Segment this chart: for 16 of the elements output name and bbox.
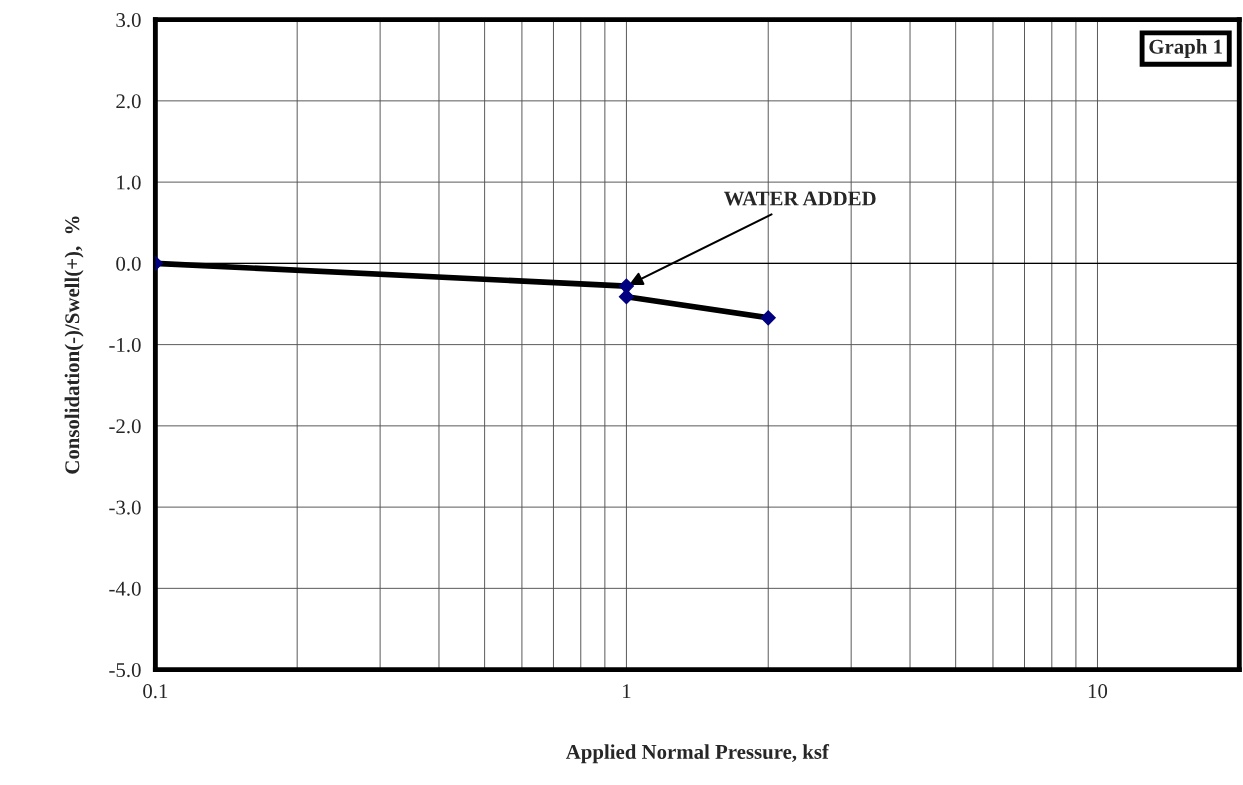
- y-tick-label: 0.0: [116, 256, 141, 271]
- x-tick-label: 10: [1088, 684, 1108, 699]
- y-tick-label: -4.0: [109, 581, 141, 596]
- y-tick-label: -5.0: [109, 662, 141, 678]
- x-axis-title: Applied Normal Pressure, ksf: [565, 744, 830, 764]
- y-tick-label: -1.0: [109, 337, 141, 353]
- annotation: Graph 1: [1149, 39, 1222, 59]
- x-tick-label: 1: [623, 684, 631, 698]
- y-tick-label: -3.0: [109, 500, 141, 515]
- y-tick-label: 1.0: [117, 175, 141, 190]
- y-axis-title: Consolidation(-)/Swell(+), %: [64, 216, 84, 474]
- annotation: WATER ADDED: [723, 191, 876, 206]
- y-tick-label: 2.0: [116, 94, 141, 109]
- y-tick-label: 3.0: [116, 13, 141, 28]
- x-tick-label: 0.1: [143, 684, 168, 699]
- y-tick-label: -2.0: [109, 419, 141, 434]
